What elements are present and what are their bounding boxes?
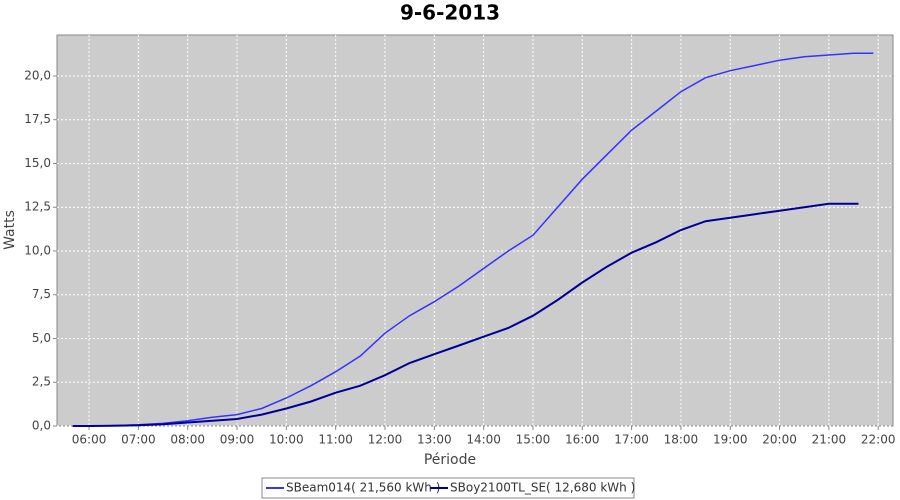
x-tick-label: 13:00 (417, 433, 452, 447)
legend-label: SBeam014( 21,560 kWh ) (286, 481, 440, 495)
x-tick-label: 17:00 (614, 433, 649, 447)
y-tick-label: 12,5 (24, 200, 51, 214)
x-tick-label: 15:00 (516, 433, 551, 447)
x-tick-label: 16:00 (565, 433, 600, 447)
y-tick-label: 7,5 (32, 287, 51, 301)
chart-title: 9-6-2013 (400, 1, 500, 25)
y-tick-label: 17,5 (24, 112, 51, 126)
x-tick-label: 22:00 (861, 433, 896, 447)
x-tick-label: 14:00 (466, 433, 501, 447)
x-tick-label: 10:00 (269, 433, 304, 447)
y-axis-label: Watts (2, 210, 18, 250)
y-tick-label: 0,0 (32, 419, 51, 433)
y-tick-label: 15,0 (24, 156, 51, 170)
x-axis-label: Période (424, 452, 476, 468)
x-tick-label: 06:00 (72, 433, 107, 447)
x-tick-label: 09:00 (220, 433, 255, 447)
y-tick-label: 10,0 (24, 243, 51, 257)
x-tick-label: 20:00 (762, 433, 797, 447)
x-tick-label: 12:00 (368, 433, 403, 447)
y-tick-label: 20,0 (24, 68, 51, 82)
x-tick-label: 08:00 (170, 433, 205, 447)
x-tick-label: 18:00 (664, 433, 699, 447)
plot-area (56, 34, 894, 427)
x-tick-label: 19:00 (713, 433, 748, 447)
x-tick-label: 21:00 (812, 433, 847, 447)
y-tick-label: 5,0 (32, 331, 51, 345)
legend-label: SBoy2100TL_SE( 12,680 kWh ) (450, 481, 635, 495)
line-series (72, 202, 859, 427)
y-tick-label: 2,5 (32, 375, 51, 389)
x-tick-label: 07:00 (121, 433, 156, 447)
line-series (72, 52, 874, 427)
x-tick-label: 11:00 (318, 433, 353, 447)
